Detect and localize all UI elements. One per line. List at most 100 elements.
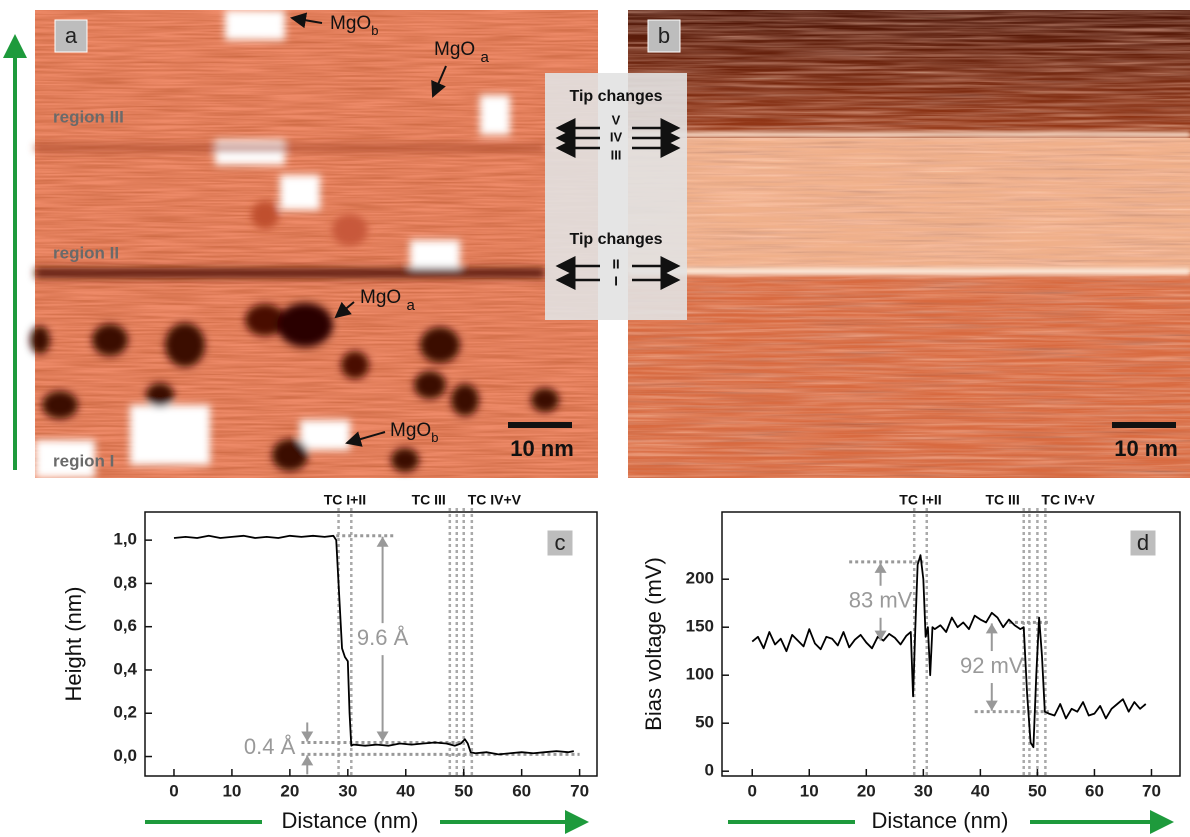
y-tick-label: 0 — [705, 761, 714, 780]
tip-change-mark: I — [614, 273, 618, 288]
y-tick-label: 1,0 — [113, 530, 137, 549]
data-line — [173, 534, 574, 756]
x-tick-label: 10 — [800, 781, 819, 800]
tip-change-label: TC IV+V — [1041, 492, 1095, 508]
callout-sub: a — [480, 49, 489, 66]
panel-label-box — [1129, 529, 1157, 557]
panel-label: d — [1137, 530, 1149, 555]
x-tick-label: 60 — [512, 781, 531, 800]
arrow-head — [376, 731, 389, 742]
y-tick-label: 0,8 — [113, 573, 137, 592]
x-tick-label: 30 — [338, 781, 357, 800]
tip-change-label: TC III — [985, 492, 1019, 508]
annotation-label: 0.4 Å — [244, 734, 296, 759]
tip-change-label: TC III — [412, 492, 446, 508]
annotation-arrow — [985, 623, 998, 652]
panel-label-box — [647, 19, 681, 53]
stm-image-b — [628, 10, 1190, 478]
arrow-head — [301, 731, 314, 742]
annotation-arrow — [874, 562, 887, 586]
panel-label: c — [555, 530, 566, 555]
tip-change-title: Tip changes — [569, 88, 662, 105]
x-axis-label: Distance (nm) — [282, 808, 419, 833]
x-tick-label: 20 — [280, 781, 299, 800]
callout-text: MgO — [390, 420, 431, 441]
tip-change-label: TC I+II — [899, 492, 941, 508]
panel-label: a — [65, 23, 78, 48]
annotation-arrow — [301, 755, 314, 775]
y-axis-label: Height (nm) — [61, 587, 86, 702]
annotation-label: 83 mV — [849, 588, 913, 613]
x-tick-label: 30 — [914, 781, 933, 800]
y-tick-label: 50 — [695, 713, 714, 732]
scale-bar-label: 10 nm — [510, 436, 574, 461]
data-line — [751, 554, 1147, 749]
surface-features — [30, 10, 559, 478]
arrow-head — [874, 562, 887, 573]
annotation-label: 9.6 Å — [357, 625, 409, 650]
arrow-head — [985, 700, 998, 711]
annotation-label: 92 mV — [960, 653, 1024, 678]
y-tick-label: 0,2 — [113, 703, 137, 722]
region-label: region III — [53, 107, 124, 126]
x-tick-label: 20 — [857, 781, 876, 800]
panel-label-box — [54, 19, 88, 53]
tip-change-mark: II — [612, 256, 619, 271]
x-tick-label: 70 — [1142, 781, 1161, 800]
y-tick-label: 100 — [686, 665, 714, 684]
callout-sub: b — [371, 23, 378, 38]
plot-frame — [144, 511, 598, 777]
callout-arrows — [290, 12, 447, 447]
stm-image-a — [30, 10, 598, 478]
region-label: region II — [53, 243, 119, 262]
scan-lines — [628, 132, 1190, 275]
callout-label: MgOb — [390, 420, 438, 445]
callout-label: MgOb — [330, 13, 378, 38]
y-tick-label: 0,6 — [113, 616, 137, 635]
panel-label-box — [546, 529, 574, 557]
annotation-arrow — [874, 617, 887, 641]
panel-a-labels: a MgOb MgO a MgO a MgOb region III regio… — [53, 12, 574, 470]
callout-label: MgO a — [360, 287, 415, 314]
tip-change-arrows — [555, 118, 681, 290]
tip-change-label: TC IV+V — [468, 492, 522, 508]
arrow-head — [376, 536, 389, 547]
callout-text: MgO — [434, 39, 475, 60]
y-tick-label: 200 — [686, 569, 714, 588]
arrow-head — [301, 755, 314, 766]
scale-bar-label: 10 nm — [1114, 436, 1178, 461]
image-texture — [628, 10, 1190, 478]
y-tick-label: 150 — [686, 617, 714, 636]
x-axis-label: Distance (nm) — [872, 808, 1009, 833]
tip-change-label: TC I+II — [324, 492, 366, 508]
y-axis-label: Bias voltage (mV) — [641, 557, 666, 731]
callout-label: MgO a — [434, 39, 489, 66]
x-tick-label: 40 — [396, 781, 415, 800]
y-tick-label: 0,0 — [113, 746, 137, 765]
annotation-arrow — [985, 683, 998, 711]
panel-b-labels: b 10 nm — [647, 19, 1178, 461]
y-tick-label: 0,4 — [113, 659, 137, 678]
tip-change-mark: V — [612, 112, 621, 127]
scan-direction-arrows — [2, 34, 1174, 834]
x-tick-label: 0 — [747, 781, 756, 800]
x-tick-label: 40 — [971, 781, 990, 800]
callout-text: MgO — [330, 13, 371, 34]
x-tick-label: 10 — [222, 781, 241, 800]
annotation-arrow — [376, 536, 389, 624]
plot-frame — [721, 511, 1181, 777]
image-texture — [35, 10, 598, 478]
region-label: region I — [53, 451, 114, 470]
x-tick-label: 0 — [169, 781, 178, 800]
tip-change-title: Tip changes — [569, 231, 662, 248]
callout-text: MgO — [360, 287, 401, 308]
arrow-head — [985, 623, 998, 634]
x-tick-label: 50 — [1028, 781, 1047, 800]
tip-change-mark: III — [611, 147, 622, 162]
x-tick-label: 60 — [1085, 781, 1104, 800]
annotation-arrow — [301, 722, 314, 742]
callout-sub: b — [431, 430, 438, 445]
x-tick-label: 50 — [454, 781, 473, 800]
